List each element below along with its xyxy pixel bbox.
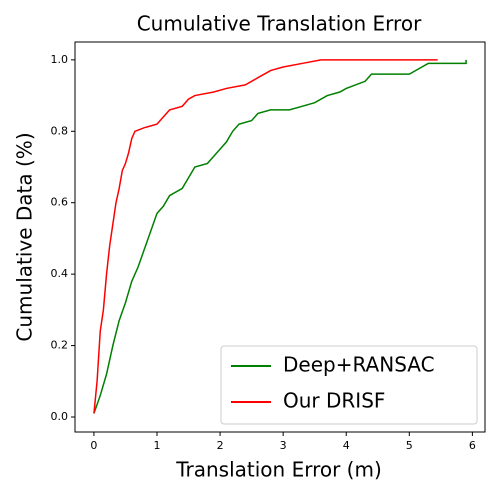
x-tick-label: 1: [154, 439, 161, 452]
y-tick-label: 0.8: [51, 124, 69, 137]
x-tick-label: 4: [343, 439, 350, 452]
y-axis-label: Cumulative Data (%): [13, 132, 37, 341]
x-tick-label: 0: [90, 439, 97, 452]
data-line: [93, 59, 438, 414]
legend-label: Our DRISF: [283, 389, 385, 413]
x-tick-label: 3: [280, 439, 287, 452]
legend-label: Deep+RANSAC: [283, 353, 435, 377]
x-axis-label: Translation Error (m): [175, 458, 382, 482]
x-tick-label: 6: [469, 439, 476, 452]
y-tick-label: 0.6: [51, 196, 69, 209]
chart-title: Cumulative Translation Error: [137, 12, 422, 36]
x-tick-label: 2: [217, 439, 224, 452]
data-line: [93, 59, 467, 414]
y-tick-label: 0.4: [51, 267, 69, 280]
x-tick-label: 5: [406, 439, 413, 452]
y-tick-label: 0.0: [51, 410, 69, 423]
plot-frame: [74, 41, 486, 433]
y-tick-label: 1.0: [51, 53, 69, 66]
legend-box: [220, 345, 478, 425]
y-tick-label: 0.2: [51, 339, 69, 352]
